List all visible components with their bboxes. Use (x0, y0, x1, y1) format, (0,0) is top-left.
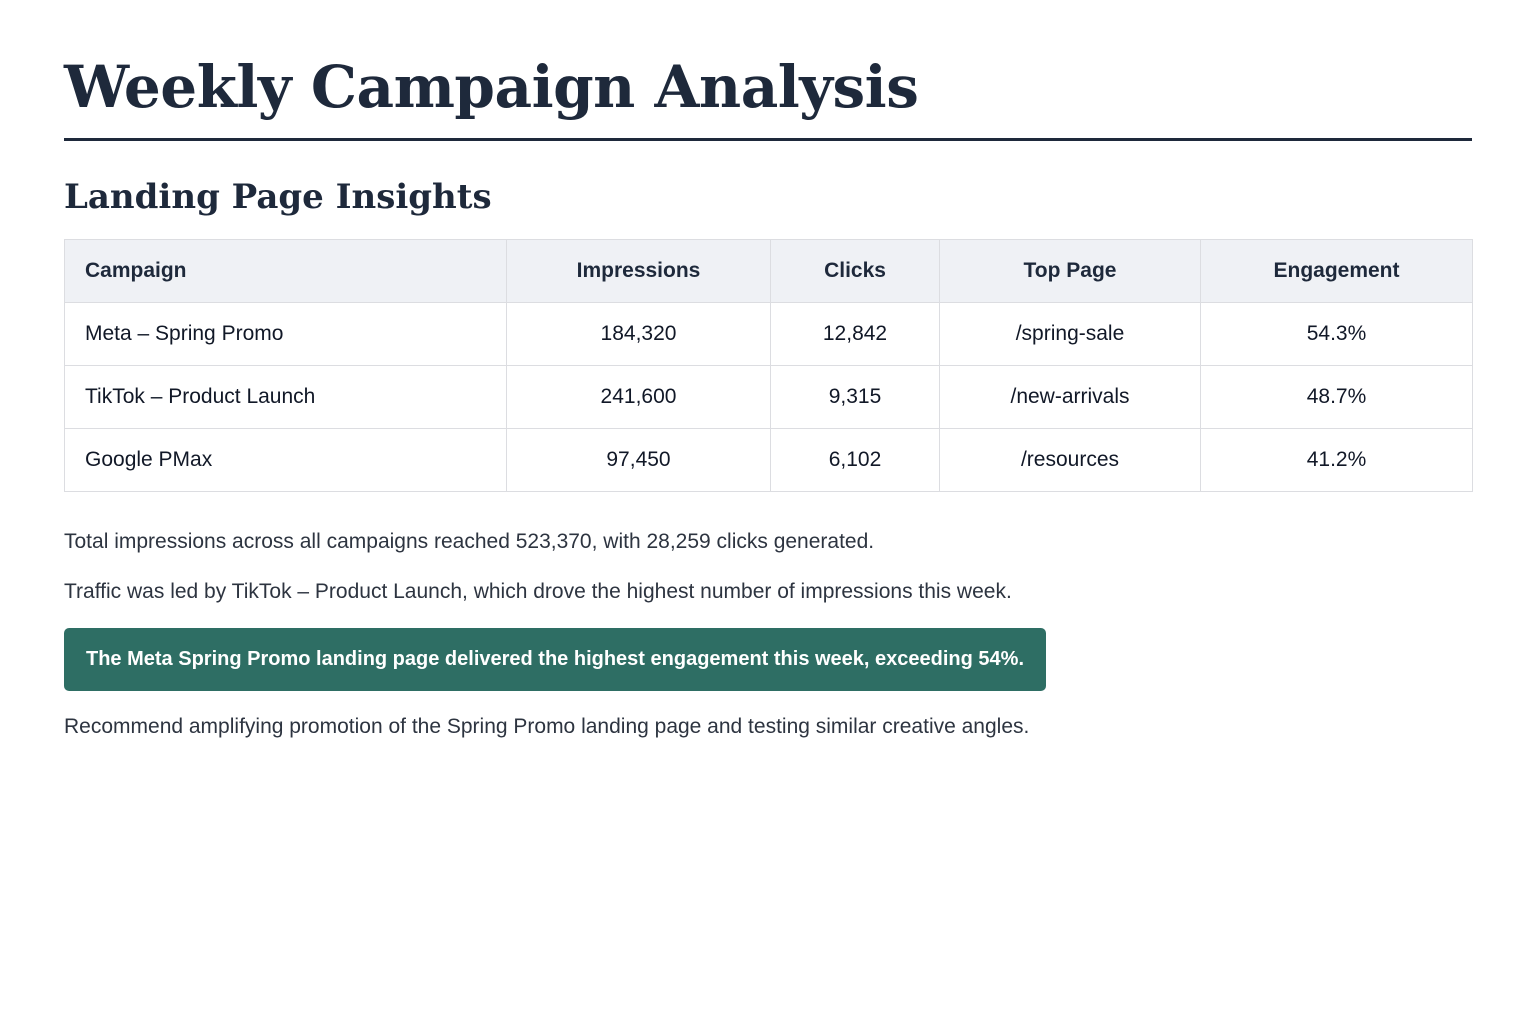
cell-impressions: 241,600 (506, 365, 771, 429)
cell-clicks: 6,102 (770, 428, 940, 492)
cell-clicks: 9,315 (770, 365, 940, 429)
totals-paragraph: Total impressions across all campaigns r… (64, 530, 875, 553)
cell-top-page: /new-arrivals (939, 365, 1201, 429)
section-title: Landing Page Insights (64, 177, 492, 217)
table-row: TikTok – Product Launch 241,600 9,315 /n… (64, 365, 1473, 429)
column-header-top-page: Top Page (939, 239, 1201, 303)
cell-campaign: Meta – Spring Promo (64, 302, 507, 366)
column-header-campaign: Campaign (64, 239, 507, 303)
recommendation-paragraph: Recommend amplifying promotion of the Sp… (64, 715, 1030, 738)
table-row: Meta – Spring Promo 184,320 12,842 /spri… (64, 302, 1473, 366)
highlight-callout: The Meta Spring Promo landing page deliv… (64, 628, 1046, 691)
campaign-table: Campaign Impressions Clicks Top Page Eng… (64, 239, 1473, 492)
cell-clicks: 12,842 (770, 302, 940, 366)
cell-campaign: Google PMax (64, 428, 507, 492)
cell-engagement: 48.7% (1200, 365, 1473, 429)
table-header-row: Campaign Impressions Clicks Top Page Eng… (64, 239, 1473, 303)
page-title: Weekly Campaign Analysis (64, 50, 1472, 141)
column-header-impressions: Impressions (506, 239, 771, 303)
report-page: Weekly Campaign Analysis Landing Page In… (64, 0, 1473, 741)
column-header-engagement: Engagement (1200, 239, 1473, 303)
cell-impressions: 184,320 (506, 302, 771, 366)
cell-top-page: /resources (939, 428, 1201, 492)
leader-paragraph: Traffic was led by TikTok – Product Laun… (64, 580, 1012, 603)
cell-engagement: 54.3% (1200, 302, 1473, 366)
table-row: Google PMax 97,450 6,102 /resources 41.2… (64, 428, 1473, 492)
cell-campaign: TikTok – Product Launch (64, 365, 507, 429)
cell-engagement: 41.2% (1200, 428, 1473, 492)
cell-impressions: 97,450 (506, 428, 771, 492)
column-header-clicks: Clicks (770, 239, 940, 303)
cell-top-page: /spring-sale (939, 302, 1201, 366)
